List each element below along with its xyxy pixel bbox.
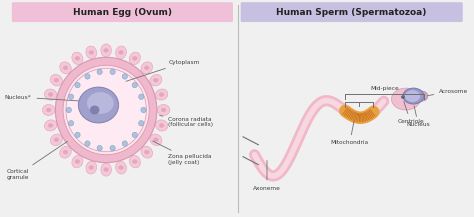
- Ellipse shape: [78, 87, 118, 123]
- Ellipse shape: [55, 57, 157, 163]
- FancyBboxPatch shape: [12, 2, 233, 22]
- Ellipse shape: [48, 93, 53, 97]
- Ellipse shape: [154, 138, 158, 142]
- FancyBboxPatch shape: [241, 2, 463, 22]
- Ellipse shape: [101, 163, 111, 176]
- Ellipse shape: [145, 150, 149, 154]
- Ellipse shape: [138, 94, 144, 99]
- Ellipse shape: [75, 132, 80, 138]
- Ellipse shape: [145, 66, 149, 70]
- Ellipse shape: [132, 160, 137, 164]
- Ellipse shape: [405, 90, 420, 102]
- Text: Mitochondria: Mitochondria: [331, 121, 369, 145]
- Ellipse shape: [150, 74, 162, 86]
- Ellipse shape: [43, 105, 55, 115]
- Ellipse shape: [110, 69, 115, 75]
- Ellipse shape: [75, 82, 80, 88]
- Ellipse shape: [161, 108, 166, 112]
- Ellipse shape: [104, 168, 109, 172]
- Ellipse shape: [97, 145, 102, 151]
- Ellipse shape: [45, 89, 57, 100]
- Ellipse shape: [50, 134, 63, 146]
- Text: Acrosome: Acrosome: [428, 89, 469, 96]
- Ellipse shape: [138, 120, 144, 126]
- Ellipse shape: [72, 155, 83, 168]
- Ellipse shape: [403, 88, 424, 104]
- Ellipse shape: [150, 134, 162, 146]
- Ellipse shape: [159, 123, 164, 127]
- Ellipse shape: [85, 141, 90, 146]
- Ellipse shape: [118, 166, 123, 169]
- Text: Human Sperm (Spermatozoa): Human Sperm (Spermatozoa): [276, 8, 427, 17]
- Ellipse shape: [97, 69, 102, 75]
- Ellipse shape: [50, 74, 63, 86]
- Ellipse shape: [129, 155, 140, 168]
- Text: Axoneme: Axoneme: [253, 160, 281, 191]
- Ellipse shape: [122, 74, 128, 79]
- Ellipse shape: [104, 48, 109, 52]
- Ellipse shape: [89, 50, 94, 54]
- Ellipse shape: [401, 95, 405, 99]
- Ellipse shape: [89, 166, 94, 169]
- Ellipse shape: [101, 44, 111, 57]
- Ellipse shape: [66, 107, 72, 113]
- Ellipse shape: [86, 161, 97, 174]
- Ellipse shape: [85, 74, 90, 79]
- Text: Centriole: Centriole: [397, 102, 424, 124]
- Ellipse shape: [90, 105, 100, 114]
- Ellipse shape: [72, 52, 83, 65]
- Ellipse shape: [87, 92, 114, 114]
- Text: Nucleus: Nucleus: [406, 106, 430, 127]
- Ellipse shape: [155, 120, 168, 131]
- Ellipse shape: [60, 146, 71, 158]
- Ellipse shape: [118, 50, 123, 54]
- Ellipse shape: [45, 120, 57, 131]
- Ellipse shape: [63, 150, 68, 154]
- Ellipse shape: [159, 93, 164, 97]
- Ellipse shape: [63, 66, 68, 70]
- Ellipse shape: [132, 82, 137, 88]
- Text: Cortical
granule: Cortical granule: [7, 141, 67, 180]
- Ellipse shape: [86, 46, 97, 59]
- Ellipse shape: [110, 145, 115, 151]
- Ellipse shape: [116, 161, 127, 174]
- Ellipse shape: [66, 68, 146, 152]
- Ellipse shape: [122, 141, 128, 146]
- Ellipse shape: [116, 46, 127, 59]
- Ellipse shape: [60, 62, 71, 74]
- Ellipse shape: [132, 132, 137, 138]
- Ellipse shape: [75, 160, 80, 164]
- Ellipse shape: [68, 120, 73, 126]
- Ellipse shape: [157, 105, 170, 115]
- Text: Mid-piece: Mid-piece: [370, 85, 399, 91]
- Ellipse shape: [48, 123, 53, 127]
- Text: Human Egg (Ovum): Human Egg (Ovum): [73, 8, 172, 17]
- Ellipse shape: [392, 88, 420, 110]
- Ellipse shape: [155, 89, 168, 100]
- Text: Zona pellucida
(jelly coat): Zona pellucida (jelly coat): [153, 141, 212, 165]
- Text: Cytoplasm: Cytoplasm: [126, 60, 200, 81]
- Ellipse shape: [54, 138, 59, 142]
- Ellipse shape: [46, 108, 51, 112]
- Ellipse shape: [68, 94, 73, 99]
- Ellipse shape: [129, 52, 140, 65]
- Ellipse shape: [141, 146, 153, 158]
- Ellipse shape: [141, 62, 153, 74]
- Ellipse shape: [154, 78, 158, 82]
- Text: Nucleus*: Nucleus*: [5, 95, 79, 101]
- Ellipse shape: [141, 107, 146, 113]
- Ellipse shape: [54, 78, 59, 82]
- Ellipse shape: [132, 56, 137, 60]
- Text: Corona radiata
(follicular cells): Corona radiata (follicular cells): [160, 115, 213, 127]
- Ellipse shape: [416, 91, 428, 101]
- Ellipse shape: [63, 65, 149, 155]
- Ellipse shape: [75, 56, 80, 60]
